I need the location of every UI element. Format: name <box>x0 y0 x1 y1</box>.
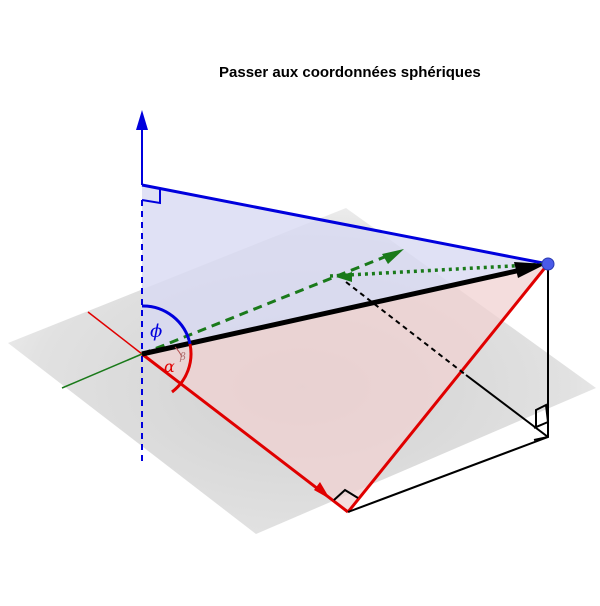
point-m[interactable] <box>541 257 555 271</box>
projection-dashed <box>345 281 467 376</box>
right-angle-marker-corner <box>533 403 550 441</box>
right-angle-marker-bottom <box>333 488 359 501</box>
green-dotted-vector <box>329 262 549 278</box>
projection-floor <box>347 436 549 513</box>
beta-arc <box>174 346 183 358</box>
red-side-edge <box>346 263 550 513</box>
blue-top-edge <box>141 183 549 266</box>
red-triangle-fill <box>142 264 548 512</box>
x-axis-back <box>87 311 143 355</box>
alpha-label: α <box>164 357 175 376</box>
main-vector <box>141 265 531 357</box>
green-dotted-arrowhead <box>336 272 352 282</box>
y-axis-front <box>61 353 143 389</box>
phi-arc <box>141 304 192 345</box>
projection-diagonal <box>465 374 549 438</box>
main-vector-arrowhead <box>514 262 546 278</box>
blue-triangle-fill <box>142 185 548 354</box>
red-base-edge <box>141 352 349 514</box>
page-title: Passer aux coordonnées sphériques <box>219 64 481 81</box>
alpha-arc <box>171 343 193 394</box>
right-angle-marker-top <box>141 188 161 205</box>
green-dashed-arrowhead <box>382 249 404 264</box>
phi-label: ϕ <box>150 321 162 342</box>
beta-label: β <box>179 352 186 363</box>
z-axis-arrowhead <box>136 110 148 130</box>
red-base-arrowhead <box>314 482 330 499</box>
